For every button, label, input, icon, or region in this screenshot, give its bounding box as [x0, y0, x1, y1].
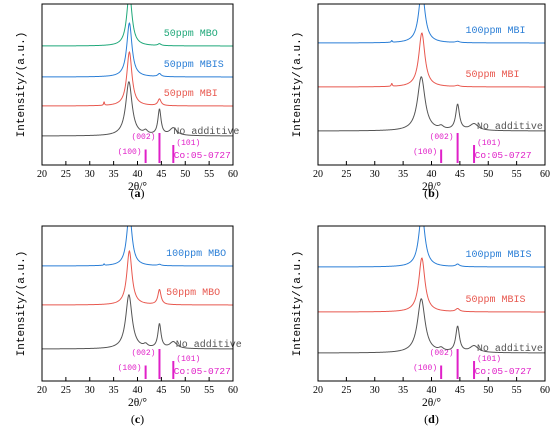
- reference-peak-label: (101): [176, 139, 200, 148]
- x-tick-label: 45: [455, 169, 465, 180]
- series-label: No additive: [477, 121, 543, 133]
- reference-peak-label: (100): [413, 364, 437, 373]
- xrd-trace: [318, 4, 545, 44]
- xrd-trace: [42, 51, 233, 107]
- reference-card-label: Co:05-0727: [475, 366, 532, 377]
- reference-peak-label: (101): [477, 139, 501, 148]
- x-tick-label: 60: [228, 169, 238, 180]
- x-tick-label: 50: [483, 169, 493, 180]
- series-label: No additive: [173, 126, 239, 138]
- reference-peak-label: (002): [131, 349, 155, 358]
- xrd-panel: (100) (002) (101) Co:05-0727 No additive 50pp…: [16, 225, 242, 426]
- reference-peak-label: (002): [430, 133, 454, 142]
- x-tick-label: 25: [61, 385, 71, 396]
- x-tick-label: 20: [37, 169, 47, 180]
- x-tick-label: 50: [483, 385, 493, 396]
- x-tick-label: 40: [427, 169, 437, 180]
- xrd-trace: [42, 22, 233, 78]
- y-axis-label: Intensity/(a.u.): [292, 251, 304, 357]
- x-tick-label: 45: [156, 385, 166, 396]
- x-tick-label: 55: [204, 169, 214, 180]
- reference-peak-label: (100): [413, 148, 437, 157]
- series-label: 50ppm MBO: [166, 288, 220, 299]
- x-tick-label: 50: [180, 169, 190, 180]
- y-axis-label: Intensity/(a.u.): [16, 251, 28, 357]
- x-tick-label: 55: [204, 385, 214, 396]
- x-tick-label: 55: [512, 169, 522, 180]
- series-label: 50ppm MBI: [466, 70, 520, 81]
- x-tick-label: 25: [341, 385, 351, 396]
- x-tick-label: 20: [37, 385, 47, 396]
- series-label: 50ppm MBIS: [466, 295, 526, 306]
- xrd-panel: (100) (002) (101) Co:05-0727 No additive 50pp…: [292, 225, 550, 426]
- x-axis-label: 2θ/°: [128, 397, 147, 409]
- x-tick-label: 45: [156, 169, 166, 180]
- xrd-trace: [42, 4, 233, 47]
- x-axis-label: 2θ/°: [128, 181, 147, 193]
- panel-caption: (a): [131, 186, 145, 200]
- x-tick-label: 40: [133, 169, 143, 180]
- xrd-trace: [318, 298, 545, 354]
- reference-card-label: Co:05-0727: [174, 366, 231, 377]
- x-tick-label: 40: [427, 385, 437, 396]
- series-label: No additive: [477, 343, 543, 355]
- x-axis-label: 2θ/°: [422, 181, 441, 193]
- x-tick-label: 30: [85, 385, 95, 396]
- xrd-trace: [42, 294, 233, 350]
- x-tick-label: 60: [228, 385, 238, 396]
- x-tick-label: 30: [370, 385, 380, 396]
- reference-peak-label: (100): [118, 148, 142, 157]
- series-label: 100ppm MBO: [166, 249, 226, 260]
- x-tick-label: 20: [313, 169, 323, 180]
- x-tick-label: 55: [512, 385, 522, 396]
- panel-caption: (c): [131, 412, 144, 426]
- x-tick-label: 25: [341, 169, 351, 180]
- series-label: 100ppm MBIS: [466, 250, 532, 261]
- reference-peak-label: (101): [176, 355, 200, 364]
- reference-peak-label: (100): [118, 364, 142, 373]
- reference-peak-label: (002): [131, 133, 155, 142]
- x-tick-label: 35: [398, 169, 408, 180]
- x-tick-label: 35: [109, 385, 119, 396]
- reference-card-label: Co:05-0727: [475, 150, 532, 161]
- y-axis-label: Intensity/(a.u.): [16, 32, 28, 138]
- series-label: 50ppm MBO: [164, 29, 218, 40]
- x-tick-label: 40: [133, 385, 143, 396]
- series-label: No additive: [176, 339, 242, 351]
- xrd-trace: [318, 32, 545, 88]
- x-tick-label: 25: [61, 169, 71, 180]
- x-tick-label: 20: [313, 385, 323, 396]
- x-tick-label: 60: [540, 169, 550, 180]
- panel-caption: (b): [424, 186, 439, 200]
- series-label: 50ppm MBIS: [164, 60, 224, 71]
- y-axis-label: Intensity/(a.u.): [292, 32, 304, 138]
- xrd-trace: [42, 226, 233, 267]
- series-label: 100ppm MBI: [466, 26, 526, 37]
- reference-peak-label: (002): [430, 349, 454, 358]
- reference-peak-label: (101): [477, 355, 501, 364]
- reference-card-label: Co:05-0727: [174, 150, 231, 161]
- x-tick-label: 35: [398, 385, 408, 396]
- xrd-trace: [42, 250, 233, 306]
- x-tick-label: 45: [455, 385, 465, 396]
- xrd-trace: [42, 81, 233, 137]
- xrd-trace: [318, 257, 545, 313]
- xrd-panel: (100) (002) (101) Co:05-0727 No additive 50pp…: [16, 3, 239, 200]
- x-tick-label: 50: [180, 385, 190, 396]
- series-label: 50ppm MBI: [164, 89, 218, 100]
- xrd-panel: (100) (002) (101) Co:05-0727 No additive 50pp…: [292, 3, 550, 200]
- x-tick-label: 35: [109, 169, 119, 180]
- xrd-trace: [318, 76, 545, 132]
- xrd-trace: [318, 226, 545, 268]
- x-tick-label: 30: [370, 169, 380, 180]
- x-tick-label: 60: [540, 385, 550, 396]
- x-axis-label: 2θ/°: [422, 397, 441, 409]
- panel-caption: (d): [424, 412, 439, 426]
- x-tick-label: 30: [85, 169, 95, 180]
